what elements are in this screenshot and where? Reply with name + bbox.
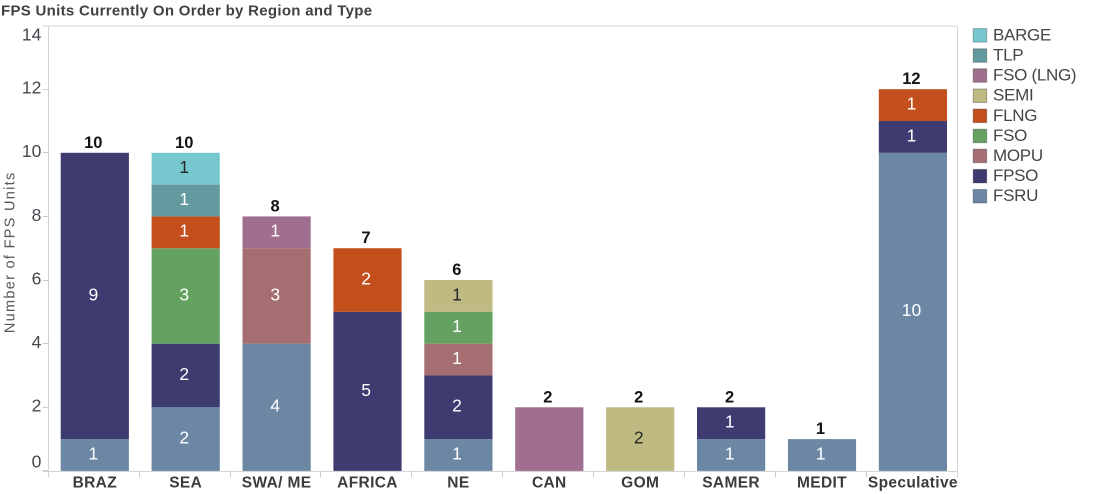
svg-text:SWA/ ME: SWA/ ME	[242, 475, 312, 492]
svg-text:SEA: SEA	[169, 475, 202, 492]
svg-text:FLNG: FLNG	[993, 106, 1037, 125]
svg-text:2: 2	[634, 388, 643, 406]
svg-text:1: 1	[179, 221, 189, 241]
svg-text:14: 14	[22, 24, 42, 44]
svg-text:1: 1	[452, 284, 462, 304]
svg-text:TLP: TLP	[993, 46, 1023, 65]
svg-text:6: 6	[452, 261, 461, 279]
svg-text:BRAZ: BRAZ	[73, 475, 118, 492]
svg-text:1: 1	[725, 443, 735, 463]
svg-text:4: 4	[270, 396, 280, 416]
svg-text:12: 12	[902, 70, 920, 88]
svg-text:1: 1	[816, 443, 826, 463]
svg-text:10: 10	[902, 300, 922, 320]
svg-text:FSO: FSO	[993, 126, 1027, 145]
svg-text:8: 8	[32, 205, 42, 225]
svg-text:2: 2	[543, 388, 552, 406]
svg-text:4: 4	[32, 332, 42, 352]
svg-text:SEMI: SEMI	[993, 86, 1033, 105]
svg-text:1: 1	[725, 412, 735, 432]
svg-text:0: 0	[32, 451, 42, 471]
svg-text:1: 1	[179, 157, 189, 177]
svg-text:7: 7	[361, 229, 370, 247]
svg-text:8: 8	[271, 197, 280, 215]
svg-text:FSRU: FSRU	[993, 186, 1038, 205]
svg-text:10: 10	[175, 134, 193, 152]
svg-text:3: 3	[179, 284, 189, 304]
svg-text:2: 2	[361, 268, 371, 288]
svg-text:2: 2	[32, 396, 42, 416]
svg-text:10: 10	[84, 134, 102, 152]
svg-text:2: 2	[179, 428, 189, 448]
svg-text:AFRICA: AFRICA	[337, 475, 398, 492]
svg-text:1: 1	[179, 189, 189, 209]
svg-text:BARGE: BARGE	[993, 25, 1051, 44]
svg-text:MEDIT: MEDIT	[797, 475, 847, 492]
svg-text:1: 1	[907, 125, 917, 145]
svg-text:2: 2	[179, 364, 189, 384]
svg-text:9: 9	[89, 284, 99, 304]
svg-text:6: 6	[32, 268, 42, 288]
svg-text:10: 10	[22, 141, 42, 161]
svg-text:2: 2	[634, 428, 644, 448]
svg-text:1: 1	[270, 221, 280, 241]
svg-text:2: 2	[452, 396, 462, 416]
svg-text:1: 1	[89, 443, 99, 463]
svg-text:12: 12	[22, 78, 41, 98]
svg-text:5: 5	[361, 380, 371, 400]
svg-text:CAN: CAN	[532, 475, 567, 492]
svg-text:1: 1	[907, 94, 917, 114]
svg-text:1: 1	[452, 443, 462, 463]
svg-text:2: 2	[725, 388, 734, 406]
svg-text:FPSO: FPSO	[993, 166, 1038, 185]
svg-text:FPS Units Currently On Order b: FPS Units Currently On Order by Region a…	[1, 3, 372, 20]
svg-text:Speculative: Speculative	[868, 475, 958, 492]
svg-text:1: 1	[452, 316, 462, 336]
svg-text:1: 1	[816, 420, 825, 438]
svg-text:SAMER: SAMER	[702, 475, 760, 492]
svg-text:1: 1	[452, 348, 462, 368]
svg-text:GOM: GOM	[621, 475, 659, 492]
svg-text:Number of FPS Units: Number of FPS Units	[2, 171, 18, 333]
svg-text:FSO (LNG): FSO (LNG)	[993, 66, 1076, 85]
svg-text:3: 3	[270, 284, 280, 304]
svg-text:MOPU: MOPU	[993, 146, 1043, 165]
svg-text:NE: NE	[447, 475, 469, 492]
